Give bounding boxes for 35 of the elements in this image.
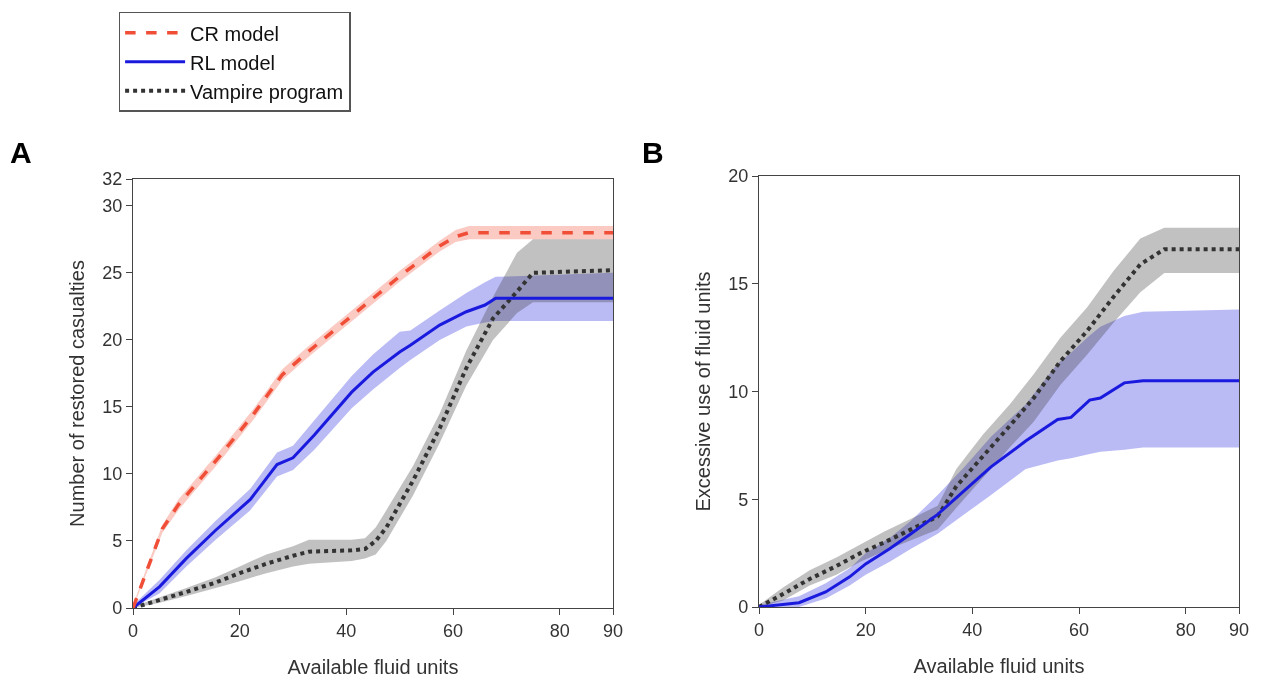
x-tick-label: 0 xyxy=(127,620,139,641)
x-tick-label: 40 xyxy=(336,620,357,641)
x-tick-label: 40 xyxy=(962,619,983,640)
y-tick-label: 0 xyxy=(112,598,123,619)
chart-title: B xyxy=(642,135,664,169)
x-tick-label: 20 xyxy=(855,619,876,640)
y-tick-label: 5 xyxy=(738,489,749,510)
line-series xyxy=(759,379,1239,607)
chart-title: A xyxy=(10,135,32,169)
y-tick-label: 25 xyxy=(102,263,123,284)
y-tick-label: 30 xyxy=(102,196,123,217)
y-tick-label: 20 xyxy=(102,330,123,351)
x-tick-label: 80 xyxy=(549,620,570,641)
y-axis-title: Number of restored casualties xyxy=(65,260,88,527)
x-tick-label: 90 xyxy=(1228,619,1250,640)
x-tick-label: 20 xyxy=(229,620,250,641)
y-tick-label: 10 xyxy=(102,464,123,485)
legend-label: RL model xyxy=(190,51,275,74)
legend-label: CR model xyxy=(190,22,280,45)
legend-label: Vampire program xyxy=(190,80,344,103)
y-tick-label: 15 xyxy=(728,274,749,295)
y-tick-label: 32 xyxy=(102,169,123,190)
y-tick-label: 20 xyxy=(728,166,749,187)
y-tick-label: 5 xyxy=(112,531,123,552)
y-tick-label: 0 xyxy=(738,597,749,618)
x-axis-title: Available fluid units xyxy=(287,656,459,679)
x-tick-label: 0 xyxy=(753,619,765,640)
y-axis-title: Excessive use of fluid units xyxy=(691,271,714,512)
y-tick-label: 10 xyxy=(728,381,749,402)
x-tick-label: 80 xyxy=(1175,619,1196,640)
x-axis-title: Available fluid units xyxy=(913,655,1085,678)
x-tick-label: 60 xyxy=(442,620,464,641)
x-tick-label: 90 xyxy=(602,620,624,641)
y-tick-label: 15 xyxy=(102,397,123,418)
x-tick-label: 60 xyxy=(1068,619,1090,640)
